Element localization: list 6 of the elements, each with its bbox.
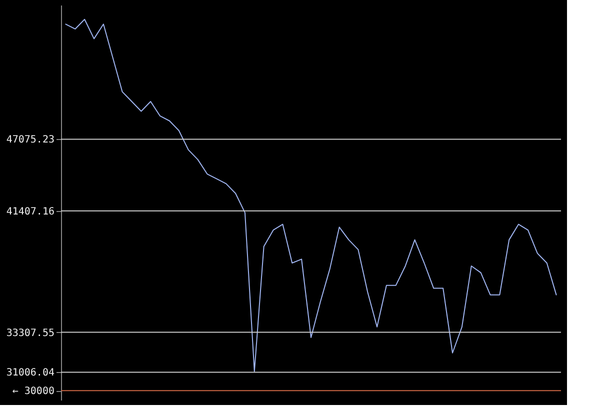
- line-series: [65, 18, 557, 372]
- y-tick-label: ← 30000: [12, 386, 54, 398]
- y-tick-label: 47075.23: [6, 134, 54, 146]
- y-tick-label: 33307.55: [6, 328, 54, 339]
- y-tick-label: 31006.04: [6, 368, 54, 379]
- y-tick-label: 41407.16: [6, 206, 54, 218]
